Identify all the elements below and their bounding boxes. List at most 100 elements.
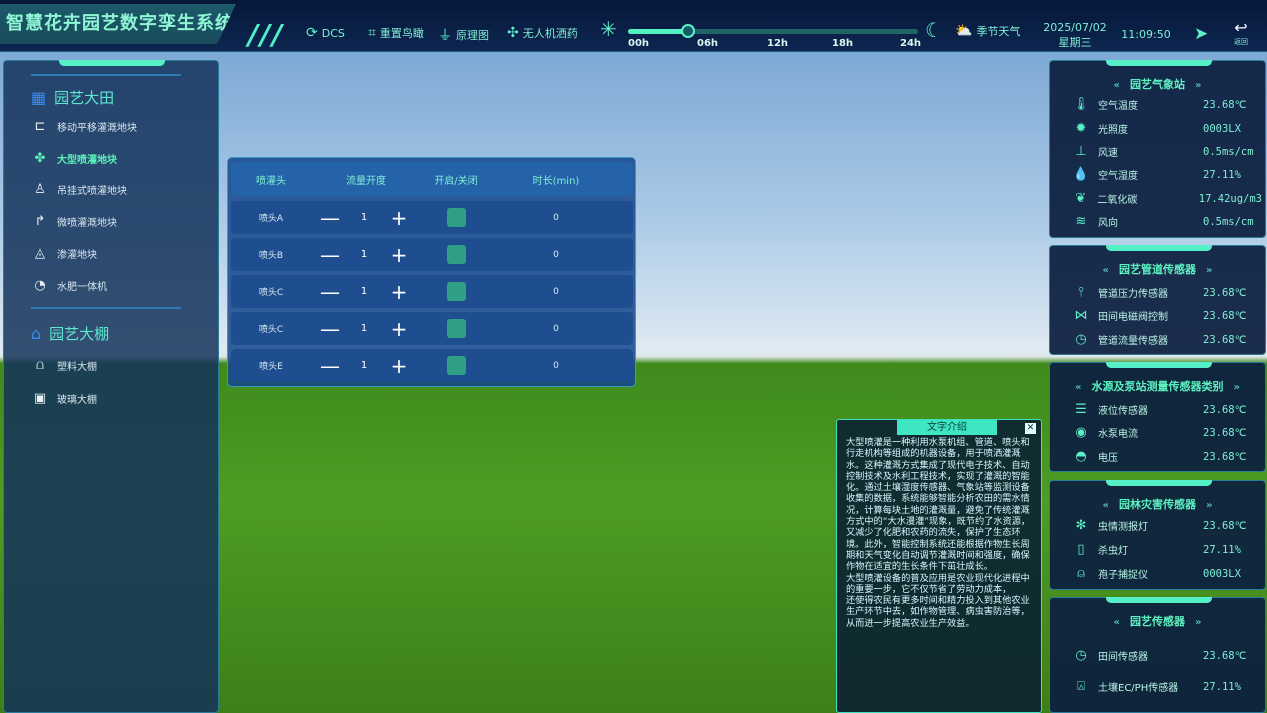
humidity-icon: 💧 [1072, 167, 1090, 182]
toggle-switch[interactable] [446, 201, 466, 234]
nav-diagram[interactable]: ⏚ 原理图 [438, 25, 489, 45]
prev-arrow-icon[interactable]: « [1113, 617, 1120, 628]
panel-tab [1106, 362, 1212, 368]
flow-value: 1 [360, 360, 368, 371]
sidebar-item[interactable]: ♙ 吊挂式喷灌地块 [32, 182, 127, 197]
toggle-switch[interactable] [446, 275, 466, 308]
sprinkler-name: 喷头C [258, 288, 284, 298]
toggle-switch[interactable] [446, 349, 466, 382]
plastic-greenhouse-icon: ⩍ [35, 358, 45, 373]
sprinkler-table: 喷灌头 流量开度 开启/关闭 时长(min) 喷头A — 1 + 0 喷头B — … [227, 157, 636, 387]
weather-button[interactable]: ⛅ 季节天气 [955, 23, 1021, 39]
sidebar: ▦ 园艺大田 ⊏ 移动平移灌溉地块 ✤ 大型喷灌地块 ♙ 吊挂式喷灌地块 ↱ 微喷灌溉地块 ◬ 渗灌… [3, 60, 219, 713]
next-arrow-icon[interactable]: » [1206, 500, 1213, 511]
decor-stripes: / / / [248, 18, 282, 51]
column-header: 喷灌头 [256, 175, 286, 187]
table-row: 喷头C — 1 + 0 [231, 275, 633, 308]
sensor-row: ◷ 田间传感器 23.68℃ [1072, 648, 1262, 663]
group-greenhouse[interactable]: ⌂ 园艺大棚 [31, 324, 110, 343]
time-slider[interactable] [628, 24, 918, 38]
increase-button[interactable]: + [390, 353, 408, 378]
prev-arrow-icon[interactable]: « [1102, 500, 1109, 511]
gauge-icon: ◷ [1075, 648, 1087, 663]
sidebar-item[interactable]: ⊏ 移动平移灌溉地块 [32, 119, 137, 134]
panel-title: 园艺气象站 [1130, 78, 1185, 91]
close-icon[interactable]: ✕ [1025, 423, 1036, 434]
panel-tab [1106, 60, 1212, 66]
diagram-icon: ⏚ [438, 28, 452, 44]
prev-arrow-icon[interactable]: « [1113, 80, 1120, 91]
pump-icon: ◉ [1075, 425, 1087, 440]
slider-handle[interactable] [681, 24, 696, 38]
panel-title: 园林灾害传感器 [1119, 498, 1196, 511]
panel-title: 园艺管道传感器 [1119, 263, 1196, 276]
fertilizer-machine-icon: ◔ [34, 277, 46, 293]
sensor-row: ✹ 光照度 0003LX [1072, 121, 1262, 136]
toggle-switch[interactable] [446, 312, 466, 345]
sensor-panel: « 水源及泵站测量传感器类别 » ☰ 液位传感器 23.68℃ ◉ 水泵电流 23.68℃ ◓ 电压… [1049, 362, 1266, 472]
sidebar-item[interactable]: ⩍ 塑料大棚 [32, 358, 97, 373]
sensor-row: ≋ 风向 0.5ms/cm [1072, 214, 1262, 229]
wind-direction-icon: ≋ [1075, 214, 1087, 229]
sensor-row: ✻ 虫情测报灯 23.68℃ [1072, 518, 1262, 533]
duration-value: 0 [553, 249, 559, 260]
sensor-row: 💧 空气湿度 27.11% [1072, 167, 1241, 182]
next-arrow-icon[interactable]: » [1206, 265, 1213, 276]
nav-dcs[interactable]: ⟳ DCS [306, 25, 345, 41]
app-title: 智慧花卉园艺数字孪生系统 [0, 4, 236, 44]
hanging-sprinkler-icon: ♙ [34, 182, 46, 198]
sidebar-item[interactable]: ◬ 渗灌地块 [32, 246, 97, 261]
decrease-button[interactable]: — [320, 205, 340, 230]
sidebar-item[interactable]: ▣ 玻璃大棚 [33, 391, 97, 406]
sensor-panel: « 园林灾害传感器 » ✻ 虫情测报灯 23.68℃ ▯ 杀虫灯 27.11% ⍝ 孢子捕捉仪 000… [1049, 480, 1266, 590]
decrease-button[interactable]: — [320, 279, 340, 304]
flow-value: 1 [360, 212, 368, 223]
decrease-button[interactable]: — [320, 316, 340, 341]
column-header: 开启/关闭 [434, 175, 478, 187]
increase-button[interactable]: + [390, 242, 408, 267]
send-icon[interactable]: ➤ [1194, 24, 1209, 44]
leaf-icon: ❦ [1075, 191, 1087, 206]
sidebar-item[interactable]: ↱ 微喷灌溉地块 [32, 214, 117, 229]
divider [31, 74, 181, 76]
duration-value: 0 [553, 360, 559, 371]
top-bar: 智慧花卉园艺数字孪生系统 / / / ⟳ DCS ⌗ 重置鸟瞰 ⏚ 原理图 ✣ 无人机洒… [0, 0, 1267, 52]
reset-view-icon: ⌗ [368, 25, 376, 41]
prev-arrow-icon[interactable]: « [1075, 382, 1082, 393]
table-row: 喷头C — 1 + 0 [231, 312, 633, 345]
voltmeter-icon: ◓ [1075, 449, 1087, 464]
decrease-button[interactable]: — [320, 242, 340, 267]
sensor-row: ☰ 液位传感器 23.68℃ [1072, 402, 1262, 417]
group-field[interactable]: ▦ 园艺大田 [31, 88, 115, 107]
sensor-row: ⫯ 管道压力传感器 23.68℃ [1072, 285, 1262, 300]
grid-icon: ▦ [31, 88, 47, 107]
tick-label: 00h [628, 38, 650, 49]
sidebar-item[interactable]: ✤ 大型喷灌地块 [32, 151, 117, 166]
increase-button[interactable]: + [390, 205, 408, 230]
lamp-icon: ▯ [1077, 542, 1085, 557]
nav-drone[interactable]: ✣ 无人机洒药 [507, 25, 578, 41]
bug-icon: ✻ [1075, 518, 1087, 533]
column-header: 时长(min) [532, 175, 580, 187]
thermometer-icon: 🌡 [1072, 97, 1090, 112]
back-button[interactable]: ↩ 返回 [1234, 18, 1248, 46]
weekday: 星期三 [1058, 36, 1092, 49]
next-arrow-icon[interactable]: » [1195, 80, 1202, 91]
sprinkler-large-icon: ✤ [34, 150, 46, 166]
water-level-icon: ☰ [1075, 402, 1087, 417]
sensor-panel: « 园艺传感器 » ◷ 田间传感器 23.68℃ ⍓ 土壤EC/PH传感器 27.11% [1049, 597, 1266, 713]
next-arrow-icon[interactable]: » [1233, 382, 1240, 393]
next-arrow-icon[interactable]: » [1195, 617, 1202, 628]
sensor-row: ◷ 管道流量传感器 23.68℃ [1072, 332, 1262, 347]
increase-button[interactable]: + [390, 316, 408, 341]
prev-arrow-icon[interactable]: « [1102, 265, 1109, 276]
increase-button[interactable]: + [390, 279, 408, 304]
nav-reset-view[interactable]: ⌗ 重置鸟瞰 [368, 25, 424, 41]
sidebar-item[interactable]: ◔ 水肥一体机 [32, 278, 107, 293]
flow-value: 1 [360, 286, 368, 297]
micro-spray-icon: ↱ [34, 214, 46, 230]
toggle-switch[interactable] [446, 238, 466, 271]
divider [31, 307, 181, 309]
decrease-button[interactable]: — [320, 353, 340, 378]
valve-icon: ⋈ [1074, 308, 1088, 323]
